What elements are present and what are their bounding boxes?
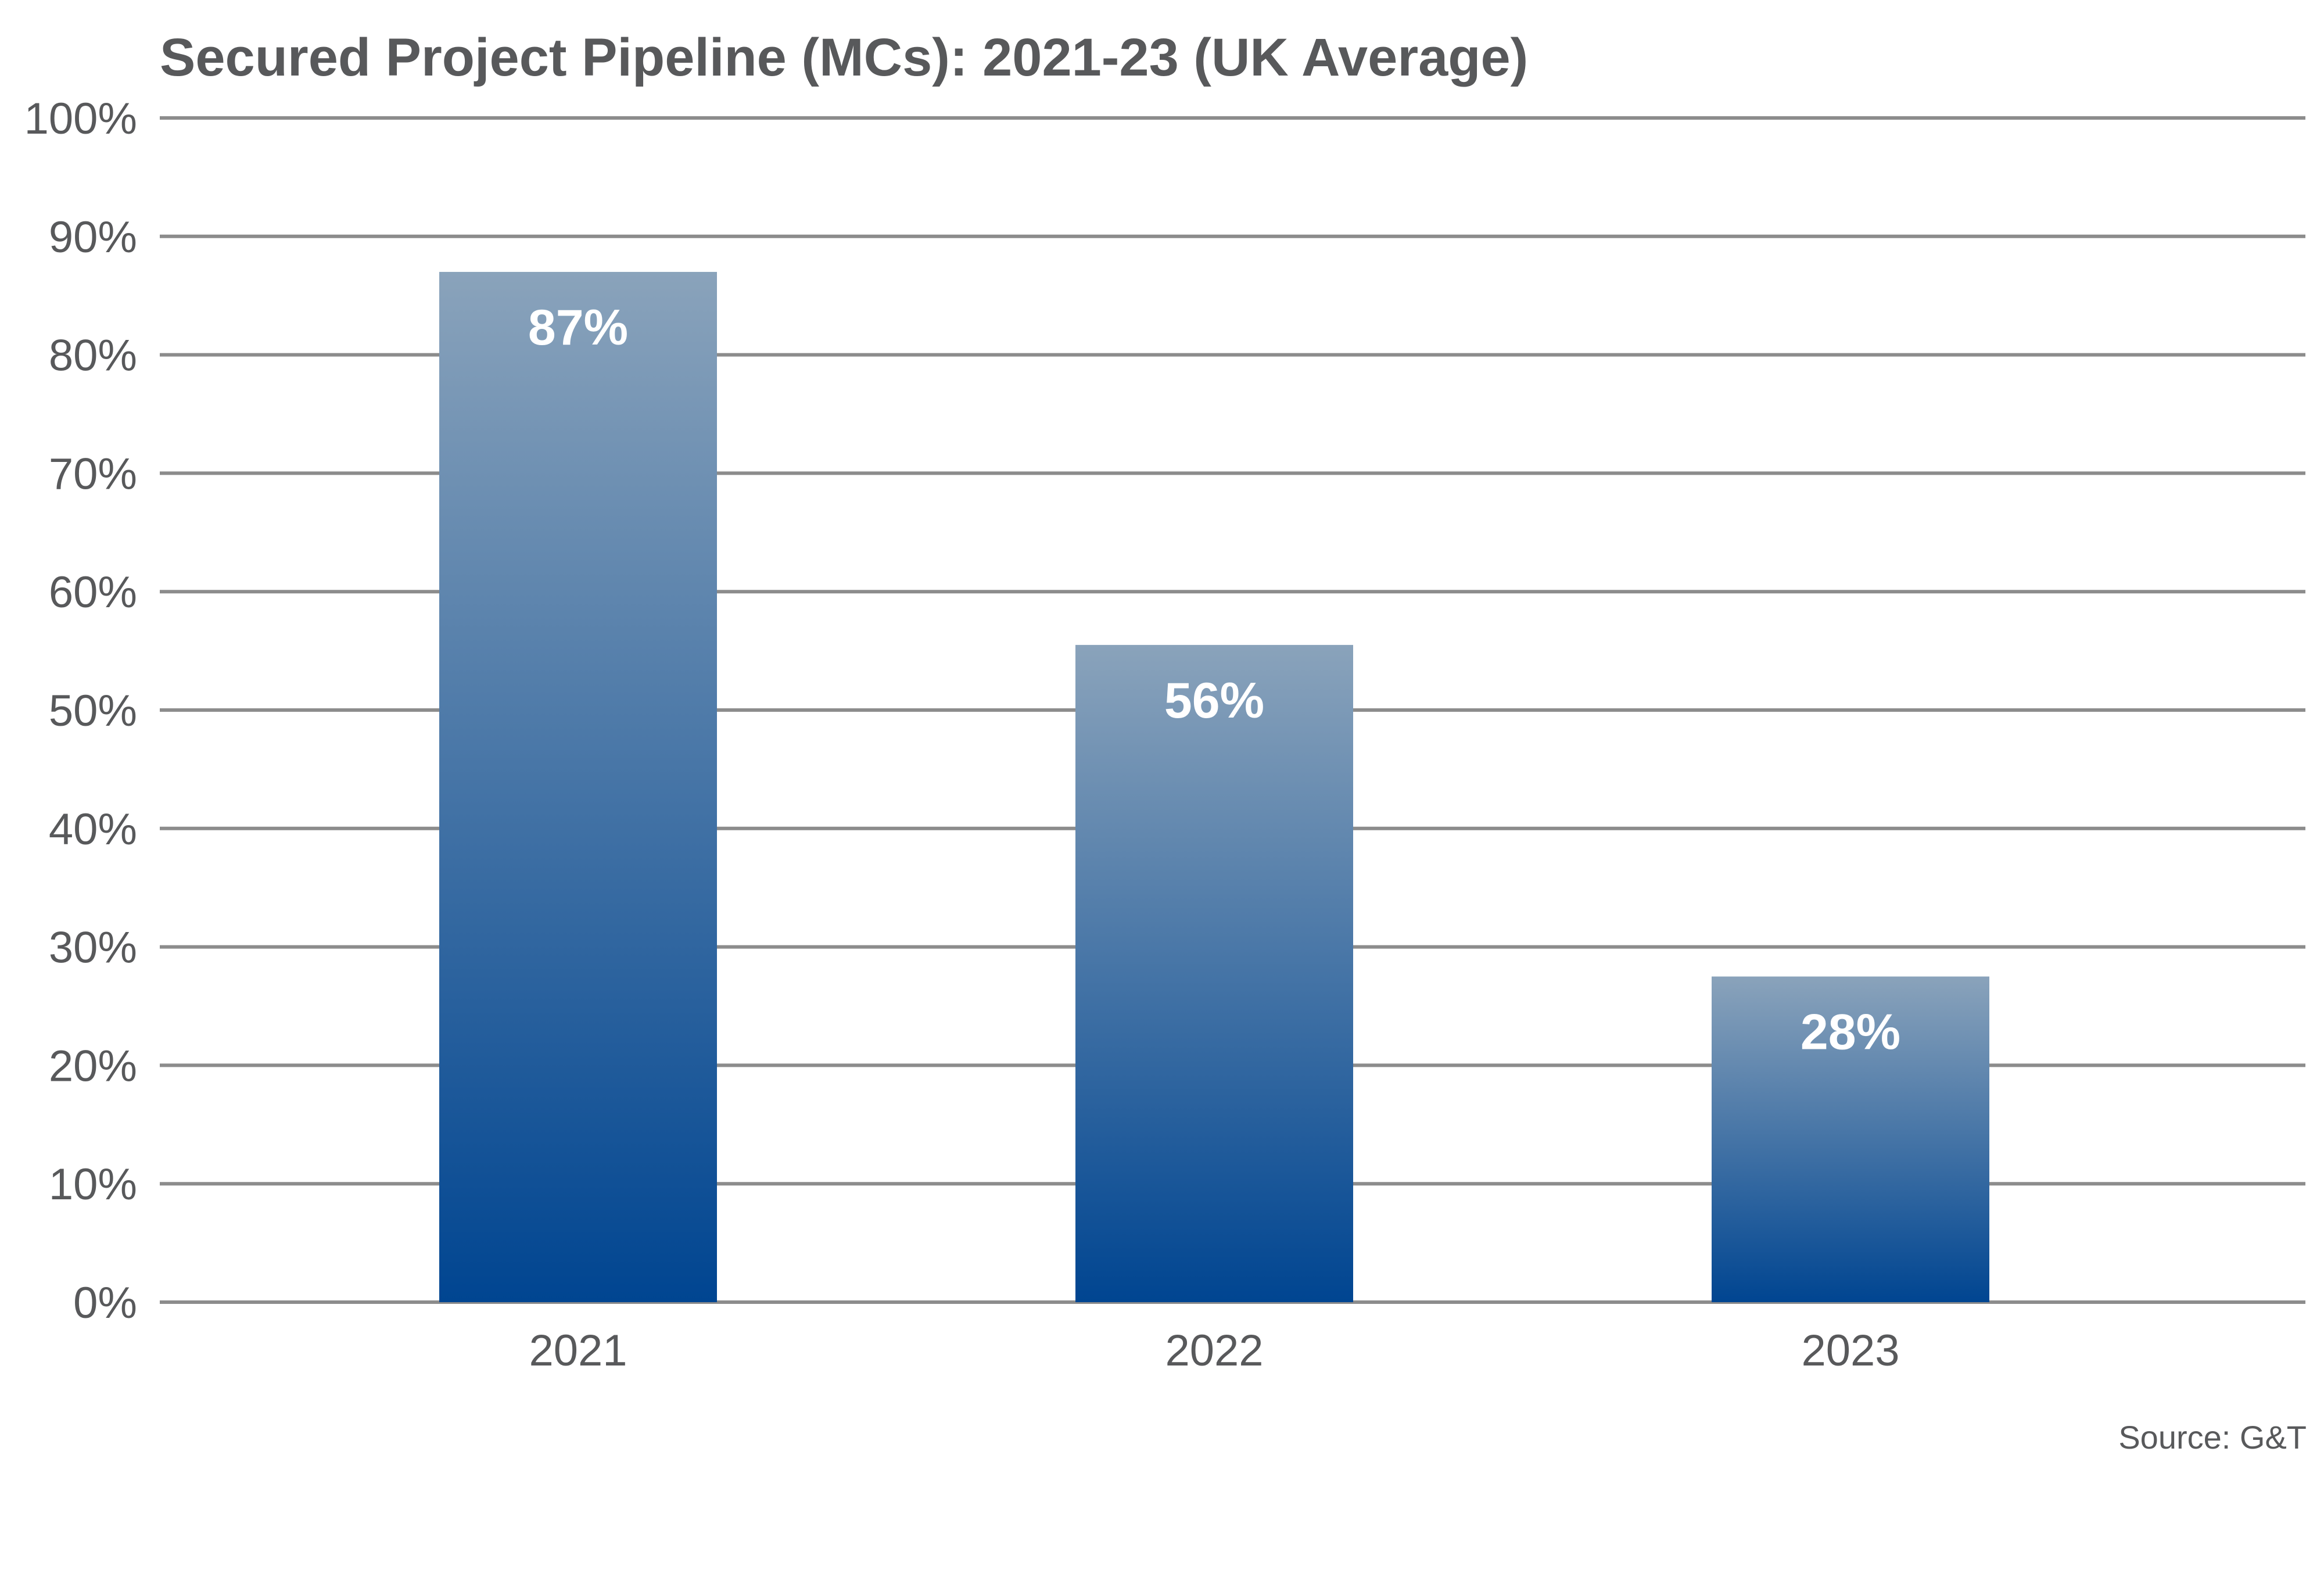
data-label-2021: 87% <box>528 300 628 356</box>
y-tick-label: 70% <box>49 449 137 499</box>
x-category-label: 2021 <box>529 1326 627 1375</box>
x-axis-categories: 2021 2022 2023 <box>529 1326 1899 1375</box>
y-axis-ticks: 0% 10% 20% 30% 40% 50% 60% 70% 80% 90% 100% <box>24 94 137 1328</box>
y-tick-label: 10% <box>49 1160 137 1209</box>
data-labels: 87% 56% 28% <box>528 300 1900 1060</box>
bar-2022 <box>1075 644 1353 1302</box>
data-label-2023: 28% <box>1801 1005 1900 1060</box>
data-label-2022: 56% <box>1164 673 1264 729</box>
bars <box>439 271 1989 1303</box>
y-tick-label: 0% <box>73 1278 137 1328</box>
y-tick-label: 60% <box>49 568 137 617</box>
y-tick-label: 50% <box>49 686 137 736</box>
source-note: Source: G&T <box>2118 1419 2307 1456</box>
y-tick-label: 40% <box>49 805 137 854</box>
bar-2021 <box>439 271 717 1303</box>
x-category-label: 2023 <box>1801 1326 1899 1375</box>
y-tick-label: 30% <box>49 923 137 973</box>
y-tick-label: 80% <box>49 331 137 381</box>
y-tick-label: 90% <box>49 213 137 262</box>
bar-2023 <box>1712 976 1989 1302</box>
chart-title: Secured Project Pipeline (MCs): 2021-23 … <box>160 28 1528 87</box>
x-category-label: 2022 <box>1165 1326 1263 1375</box>
y-tick-label: 20% <box>49 1041 137 1091</box>
y-tick-label: 100% <box>24 94 137 144</box>
